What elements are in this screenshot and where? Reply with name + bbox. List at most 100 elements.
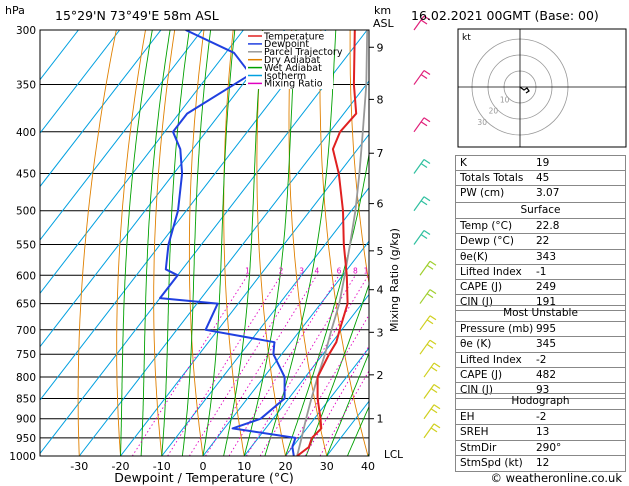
wet-adiabat <box>305 283 369 456</box>
isotherm-line <box>40 30 327 401</box>
wind-barb <box>419 260 437 276</box>
wind-barb <box>419 315 437 331</box>
surface-value: 22 <box>536 235 550 248</box>
temperature-tick-label: 0 <box>200 460 207 473</box>
isotherm-line <box>202 240 369 456</box>
hodograph-frame <box>457 28 627 148</box>
wet-adiabat <box>346 405 369 456</box>
most-unstable-title: Most Unstable <box>456 306 625 323</box>
index-value: 3.07 <box>536 187 560 200</box>
km-tick-label: 3 <box>377 326 384 339</box>
mixing-ratio-line <box>319 369 369 456</box>
axes: 3003504004505005506006507007508008509009… <box>9 25 403 473</box>
hodo-value: -2 <box>536 411 547 424</box>
parcel-trajectory <box>296 30 369 456</box>
hodo-value: 13 <box>536 426 550 439</box>
mu-key: Pressure (mb) <box>460 323 534 336</box>
mu-value: 345 <box>536 338 557 351</box>
mixing-ratio-line <box>246 275 356 456</box>
wet-adiabat <box>326 351 369 456</box>
mixing-ratio-line <box>131 275 248 456</box>
wind-barb <box>419 339 437 355</box>
wind-barb <box>423 383 441 399</box>
surface-key: Lifted Index <box>460 265 522 278</box>
surface-key: Dewp (°C) <box>460 235 514 248</box>
wet-adiabat <box>243 30 297 456</box>
hodograph-ring-label: 20 <box>489 107 499 116</box>
legend-label: Temperature <box>263 31 324 42</box>
mixing-ratio-line <box>189 275 302 456</box>
mu-value: -2 <box>536 353 547 366</box>
wind-barbs <box>413 15 441 439</box>
index-key: Totals Totals <box>460 172 524 185</box>
km-tick-label: 7 <box>377 147 384 160</box>
wind-barb <box>413 229 431 245</box>
temperature-tick-label: -30 <box>70 460 88 473</box>
wind-barb <box>413 15 431 31</box>
isotherm-line <box>243 293 369 456</box>
pressure-tick-label: 650 <box>16 299 36 311</box>
temperature-tick-label: -10 <box>153 460 171 473</box>
km-tick-label: 5 <box>377 245 384 258</box>
mixing-ratio-label: 8 <box>353 266 358 275</box>
mixing-ratio-label: 20 <box>406 266 416 275</box>
km-tick-label: 2 <box>377 369 384 382</box>
surface-key: Temp (°C) <box>460 220 513 233</box>
dry-adiabat <box>223 30 245 456</box>
km-tick-label: 9 <box>377 41 384 54</box>
pressure-tick-label: 1000 <box>9 451 36 463</box>
pressure-tick-label: 750 <box>16 349 36 361</box>
temperature-tick-label: 40 <box>361 460 375 473</box>
isotherm-line <box>40 30 368 455</box>
index-value: 45 <box>536 172 550 185</box>
isotherm-line <box>285 347 369 456</box>
index-key: K <box>460 157 467 169</box>
dry-adiabat <box>349 30 369 286</box>
temperature-tick-label: -20 <box>112 460 130 473</box>
isotherm-line <box>40 30 79 81</box>
hodo-key: SREH <box>460 426 489 439</box>
dry-adiabat <box>188 30 205 456</box>
isotherm-line <box>120 133 369 456</box>
hodograph-table-title: Hodograph <box>456 394 625 411</box>
pressure-tick-label: 550 <box>16 239 36 251</box>
pressure-tick-label: 600 <box>16 270 36 282</box>
pressure-tick-label: 850 <box>16 393 36 405</box>
wet-adiabat <box>140 30 171 456</box>
surface-value: -1 <box>536 265 547 278</box>
legend-label: Dry Adiabat <box>264 55 321 66</box>
wind-barb <box>413 117 431 133</box>
wet-adiabat <box>161 30 190 456</box>
dry-adiabat <box>256 30 286 456</box>
date-time: 16.02.2021 00GMT (Base: 00) <box>411 8 599 23</box>
hodograph-ring-label: 10 <box>500 95 510 104</box>
wet-adiabat <box>181 30 212 456</box>
isotherm-line <box>40 30 244 295</box>
dry-adiabat <box>77 30 117 456</box>
legend-label: Parcel Trajectory <box>264 47 343 58</box>
pressure-tick-label: 350 <box>16 80 36 92</box>
plot-frame <box>39 29 370 457</box>
wet-adiabat <box>264 30 337 456</box>
x-axis-title: Dewpoint / Temperature (°C) <box>114 470 293 485</box>
mixing-ratio-label: 4 <box>314 266 319 275</box>
hpa-unit: hPa <box>5 4 25 17</box>
mu-key: CIN (J) <box>460 383 493 396</box>
legend-label: Isotherm <box>264 71 306 82</box>
pressure-tick-label: 700 <box>16 325 36 337</box>
pressure-tick-label: 800 <box>16 372 36 384</box>
station-info: 15°29'N 73°49'E 58m ASL <box>55 8 219 23</box>
asl-unit: ASL <box>373 17 395 30</box>
surface-key: CAPE (J) <box>460 280 503 293</box>
legend-label: Dewpoint <box>264 39 309 50</box>
dry-adiabat <box>288 30 328 456</box>
temperature-profile <box>296 30 358 456</box>
hodo-key: StmSpd (kt) <box>460 456 523 469</box>
wind-barb <box>423 404 441 420</box>
pressure-tick-label: 500 <box>16 206 36 218</box>
background-lines: 1 2 3 4 6 8 10 15 20 25 <box>40 30 416 456</box>
indices-table: K 19 Totals Totals 45 PW (cm) 3.07 <box>455 155 626 203</box>
wet-adiabat <box>202 30 236 456</box>
